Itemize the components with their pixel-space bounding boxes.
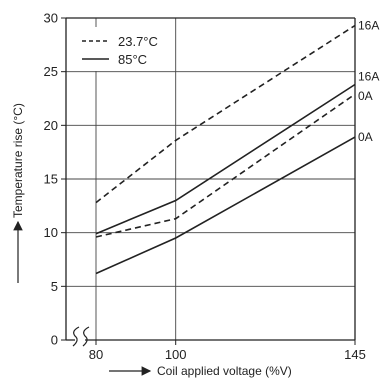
- y-tick-label: 20: [44, 118, 58, 133]
- legend-label-dashed: 23.7°C: [118, 34, 158, 49]
- tick-labels: 0 5 10 15 20 25 30 80 100 145: [44, 11, 366, 363]
- series-end-label: 0A: [358, 130, 373, 144]
- y-tick-label: 25: [44, 64, 58, 79]
- legend-label-solid: 85°C: [118, 52, 147, 67]
- y-axis-label: Temperature rise (°C): [11, 103, 25, 218]
- x-tick-label: 80: [89, 347, 103, 362]
- axis-break-mark: [82, 326, 90, 347]
- grid: [66, 18, 355, 340]
- y-tick-label: 15: [44, 172, 58, 187]
- series-line-dashed-16a: [95, 24, 356, 204]
- series-end-label: 16A: [358, 70, 379, 84]
- series-line-solid-16a: [95, 83, 356, 235]
- x-tick-label: 145: [344, 347, 366, 362]
- series-end-label: 0A: [358, 89, 373, 103]
- legend-background: [70, 27, 168, 71]
- x-tick-label: 100: [165, 347, 187, 362]
- axis-break-mark: [72, 326, 80, 347]
- legend: 23.7°C 85°C: [70, 27, 168, 71]
- series-line-dashed-0a: [95, 93, 356, 238]
- x-axis-title: Coil applied voltage (%V): [109, 364, 292, 378]
- series-line-solid-0a: [95, 136, 356, 275]
- series-end-label: 16A: [358, 19, 379, 33]
- series-lines: 16A 0A 16A 0A: [95, 19, 379, 275]
- y-tick-label: 10: [44, 225, 58, 240]
- y-tick-label: 5: [51, 279, 58, 294]
- y-tick-label: 30: [44, 11, 58, 26]
- x-axis-label: Coil applied voltage (%V): [157, 364, 292, 378]
- plot-frame: [61, 17, 356, 347]
- y-tick-label: 0: [51, 333, 58, 348]
- y-axis-title: Temperature rise (°C): [11, 103, 25, 283]
